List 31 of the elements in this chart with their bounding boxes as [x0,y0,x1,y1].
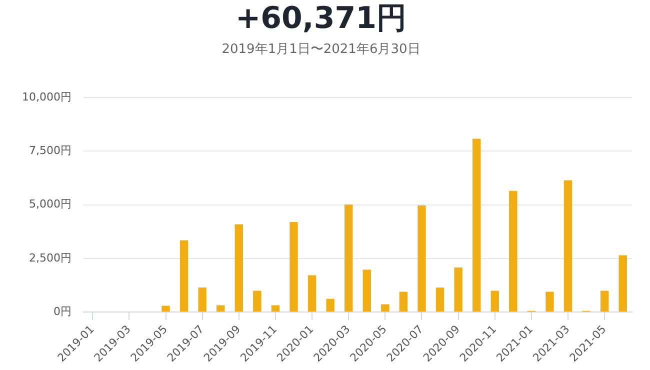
chart-title: +60,371円 [236,0,406,36]
chart-subtitle: 2019年1月1日〜2021年6月30日 [222,42,420,58]
y-tick-label: 5,000円 [28,198,72,211]
bar [472,138,481,312]
bar [381,304,390,312]
bar [618,255,627,312]
bar [253,290,262,312]
bar [216,305,225,312]
bar [344,204,353,312]
bar [198,287,206,312]
bar [180,240,188,312]
bar [564,180,572,312]
bar [326,298,334,312]
bar [399,292,408,312]
bar [234,224,244,312]
y-tick-label: 0円 [53,305,72,318]
bar [308,275,316,312]
bar [290,222,298,312]
y-tick-label: 2,500円 [28,251,72,264]
bar [362,270,371,312]
bar [162,306,170,312]
bar [490,290,499,312]
bar [600,290,609,312]
y-tick-label: 7,500円 [28,144,72,158]
bar [454,268,462,312]
bar [271,305,280,312]
bar [418,206,426,312]
y-tick-label: 10,000円 [22,90,72,104]
bar [546,292,554,312]
bar [436,287,444,312]
bar [509,190,518,312]
